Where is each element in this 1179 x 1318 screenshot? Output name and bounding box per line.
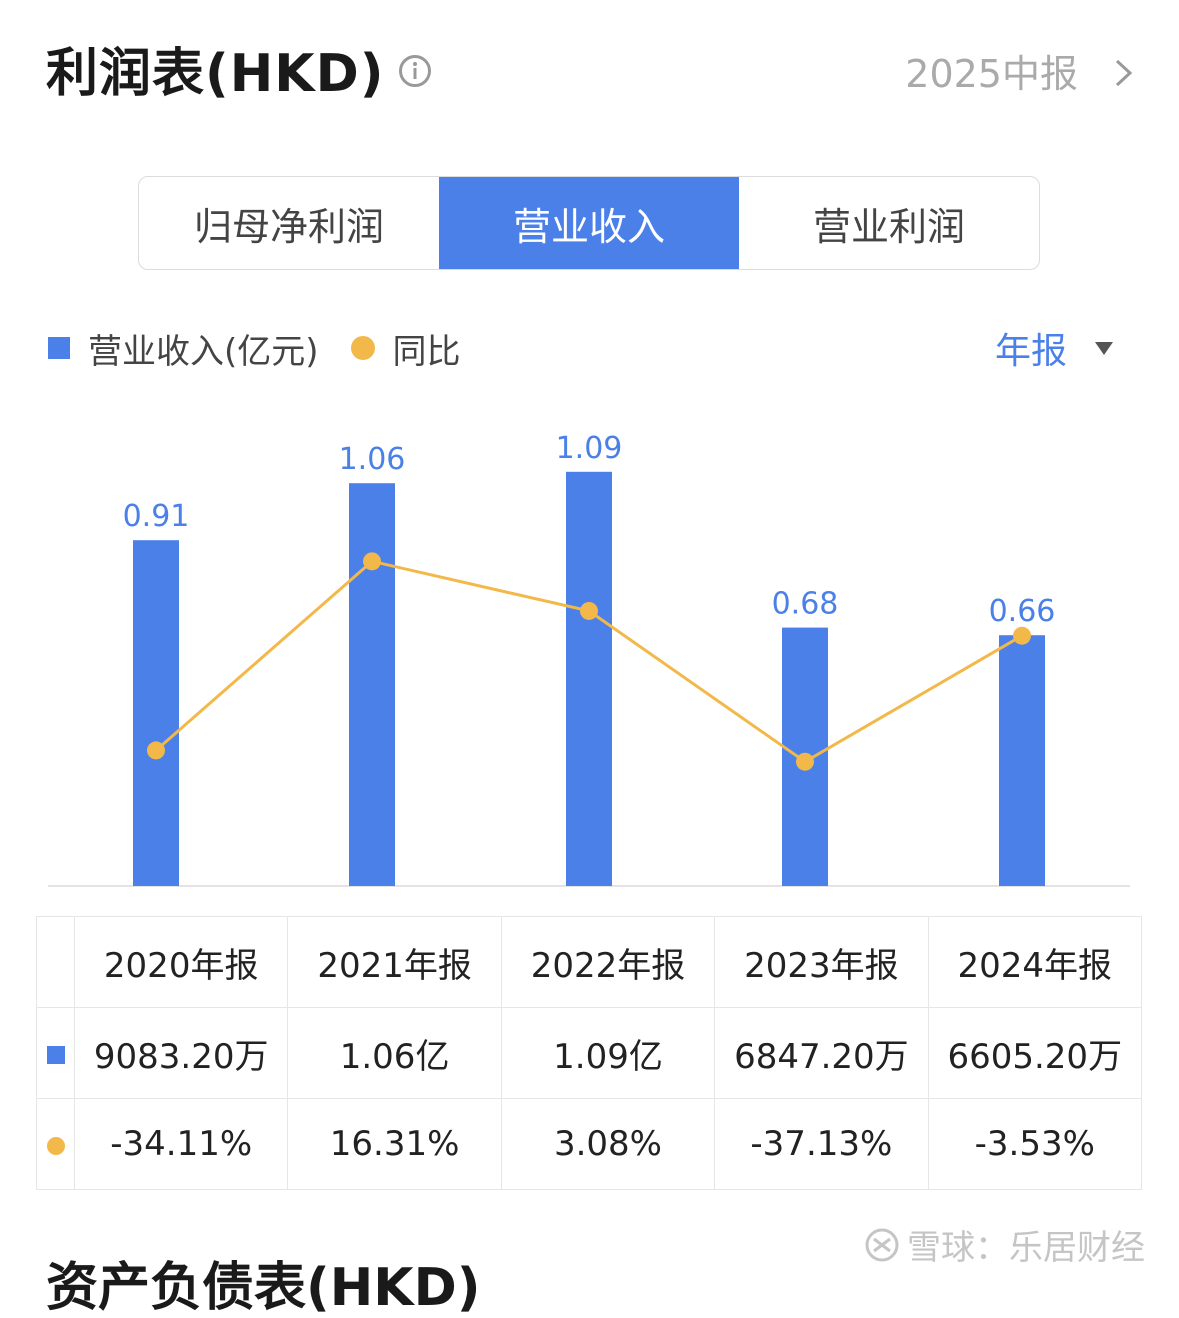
yoy-cell: -34.11% <box>73 1098 289 1190</box>
yoy-cell: -37.13% <box>714 1098 929 1190</box>
bar-data-label: 0.66 <box>989 594 1056 629</box>
revenue-cell: 6605.20万 <box>927 1007 1143 1099</box>
tab-operating-profit[interactable]: 营业利润 <box>812 204 965 249</box>
column-header: 2024年报 <box>927 916 1143 1008</box>
bar-data-label: 1.06 <box>339 442 406 477</box>
revenue-bar <box>349 483 395 886</box>
yoy-row: -34.11% 16.31% 3.08% -37.13% -3.53% <box>36 1098 1143 1190</box>
page-header: 利润表(HKD) 2025中报 <box>46 38 1146 110</box>
period-type-label: 年报 <box>994 331 1067 372</box>
report-period[interactable]: 2025中报 <box>905 52 1078 96</box>
revenue-bar <box>133 540 179 886</box>
next-section-title: 资产负债表(HKD) <box>46 1258 481 1318</box>
yoy-point <box>796 752 814 771</box>
chart-legend: 营业收入(亿元) 同比 <box>48 322 461 374</box>
chevron-right-icon[interactable] <box>1112 58 1136 88</box>
bar-data-label: 0.68 <box>772 587 839 622</box>
watermark: 雪球：乐居财经 <box>865 1220 1145 1269</box>
revenue-bar <box>999 635 1045 886</box>
column-header: 2023年报 <box>714 916 929 1008</box>
yoy-cell: 3.08% <box>500 1098 716 1190</box>
yoy-point <box>363 552 381 571</box>
revenue-chart: 0.91 1.06 1.09 0.68 0.66 <box>48 431 1130 887</box>
bar-data-label: 0.91 <box>123 499 190 534</box>
snowball-logo-icon <box>865 1228 899 1261</box>
line-legend-label: 同比 <box>392 331 461 372</box>
revenue-row-marker <box>46 1045 65 1064</box>
data-table: 2020年报 2021年报 2022年报 2023年报 2024年报 9083.… <box>36 916 1143 1190</box>
yoy-point <box>1013 626 1031 645</box>
yoy-point <box>580 601 598 620</box>
revenue-bar <box>566 471 612 886</box>
revenue-cell: 1.06亿 <box>287 1007 502 1099</box>
metric-tabs: 归母净利润 营业收入 营业利润 <box>138 176 1040 270</box>
watermark-text: 雪球：乐居财经 <box>907 1228 1145 1268</box>
tab-net-profit[interactable]: 归母净利润 <box>193 204 384 249</box>
column-header: 2021年报 <box>287 916 502 1008</box>
revenue-cell: 6847.20万 <box>714 1007 929 1099</box>
revenue-cell: 1.09亿 <box>500 1007 716 1099</box>
yoy-cell: 16.31% <box>287 1098 502 1190</box>
yoy-point <box>147 741 165 760</box>
column-header: 2022年报 <box>500 916 716 1008</box>
bar-data-label: 1.09 <box>556 431 623 466</box>
bar-legend-marker <box>48 337 70 359</box>
revenue-row: 9083.20万 1.06亿 1.09亿 6847.20万 6605.20万 <box>36 1007 1143 1099</box>
table-header-row: 2020年报 2021年报 2022年报 2023年报 2024年报 <box>36 916 1143 1008</box>
line-legend-marker <box>350 336 375 360</box>
revenue-cell: 9083.20万 <box>73 1007 289 1099</box>
tab-revenue[interactable]: 营业收入 <box>439 177 739 269</box>
info-icon[interactable] <box>398 54 432 88</box>
bar-legend-label: 营业收入(亿元) <box>88 331 319 372</box>
column-header: 2020年报 <box>73 916 289 1008</box>
period-type-select[interactable]: 年报 <box>995 322 1113 374</box>
page-title: 利润表(HKD) <box>46 44 385 104</box>
yoy-cell: -3.53% <box>927 1098 1143 1190</box>
caret-down-icon <box>1095 341 1113 355</box>
yoy-row-marker <box>46 1136 65 1155</box>
